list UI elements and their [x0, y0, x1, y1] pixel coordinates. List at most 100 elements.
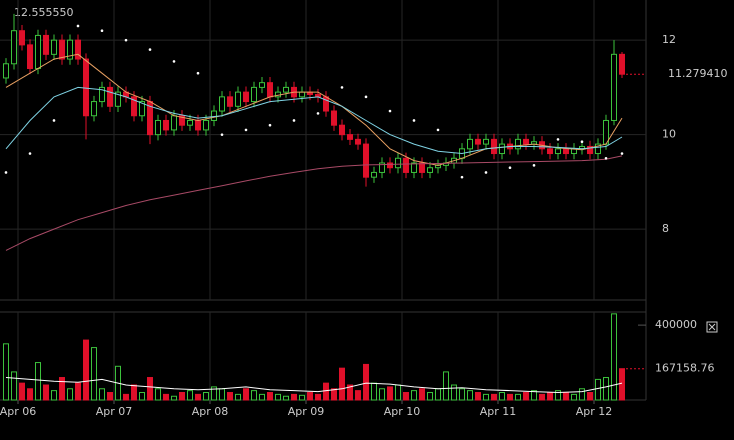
candle-body [211, 110, 217, 121]
x-tick-label: Apr 09 [288, 405, 325, 418]
candle-body [523, 138, 529, 145]
volume-bar [331, 388, 337, 401]
volume-bar [163, 393, 169, 401]
volume-bar [299, 394, 305, 401]
sar-dot [484, 171, 488, 174]
candle-body [11, 30, 17, 65]
candle-body [419, 162, 425, 173]
volume-bar [587, 392, 593, 401]
x-tick-label: Apr 07 [96, 405, 133, 418]
candle-body [187, 119, 193, 126]
candle-body [75, 39, 81, 60]
candle-body [475, 138, 481, 145]
candle-body [283, 86, 289, 93]
sar-dot [604, 156, 608, 160]
volume-bar [291, 393, 297, 401]
candle-body [515, 138, 521, 150]
candle-body [259, 82, 265, 88]
sar-dot [148, 48, 152, 51]
volume-bar [227, 392, 233, 401]
candle-body [179, 115, 185, 126]
candle-body [395, 157, 401, 169]
volume-bar [403, 392, 409, 401]
volume-bar [259, 393, 265, 401]
volume-bar [307, 392, 313, 401]
candle-body [155, 119, 161, 136]
y-tick-label: 10 [662, 128, 676, 141]
sar-dot [620, 152, 624, 155]
candle-body [491, 138, 497, 155]
candle-body [67, 39, 73, 60]
candle-body [499, 143, 505, 155]
sar-dot [580, 140, 584, 144]
candle-body [19, 30, 25, 46]
last-price-label: 11.279410 [668, 67, 728, 80]
candle-body [203, 119, 209, 131]
candle-body [219, 96, 225, 112]
volume-bar [83, 339, 89, 401]
candle-body [91, 101, 97, 117]
volume-bar [579, 388, 585, 401]
sar-dot [52, 119, 56, 122]
sar-dot [388, 109, 392, 113]
sar-dot [76, 24, 80, 28]
sar-dot [124, 38, 128, 42]
candle-body [251, 86, 257, 103]
volume-bar [379, 388, 385, 401]
volume-bar [427, 392, 433, 401]
indicator-line [5, 377, 623, 394]
candle-body [331, 110, 337, 126]
volume-bar [235, 393, 241, 401]
volume-bar [515, 393, 521, 401]
volume-bar [171, 395, 177, 401]
candle-body [115, 91, 121, 107]
volume-bar [491, 393, 497, 401]
candle-body [427, 167, 433, 173]
indicator-line [5, 53, 623, 166]
volume-bar [555, 390, 561, 401]
volume-bar [619, 368, 625, 401]
sar-dot [4, 171, 8, 174]
volume-bar [67, 388, 73, 401]
candle-body [371, 171, 377, 178]
candle-body [235, 91, 241, 107]
candle-body [363, 143, 369, 178]
volume-bar [139, 392, 145, 401]
volume-bar [507, 393, 513, 401]
volume-bar [563, 392, 569, 401]
close-icon[interactable] [706, 321, 718, 333]
volume-bar [211, 386, 217, 401]
x-tick-label: Apr 06 [0, 405, 36, 418]
candle-body [379, 162, 385, 173]
volume-bar [539, 393, 545, 401]
volume-bar [571, 393, 577, 401]
volume-bar [371, 382, 377, 401]
y-tick-label: 8 [662, 222, 669, 235]
sar-dot [532, 164, 536, 167]
volume-bar [419, 388, 425, 401]
x-tick-label: Apr 08 [192, 405, 229, 418]
candle-body [163, 119, 169, 131]
x-tick-label: Apr 11 [480, 405, 517, 418]
close-icon-cross[interactable] [708, 323, 716, 331]
volume-bar [123, 393, 129, 401]
candle-body [555, 148, 561, 155]
volume-bar [531, 390, 537, 401]
candle-body [483, 138, 489, 145]
y-tick-label: 12 [662, 33, 676, 46]
candle-body [99, 86, 105, 103]
volume-bar [131, 384, 137, 401]
sar-dot [364, 95, 368, 99]
volume-bar [251, 390, 257, 401]
volume-bar [243, 388, 249, 401]
candle-body [411, 162, 417, 173]
max-label: 12.555550 [14, 6, 74, 19]
volume-bar [595, 378, 601, 401]
volume-bar [203, 392, 209, 401]
candle-body [3, 63, 9, 79]
sar-dot [268, 123, 272, 127]
volume-bar [51, 390, 57, 401]
volume-bar [435, 388, 441, 401]
candle-body [339, 124, 345, 136]
